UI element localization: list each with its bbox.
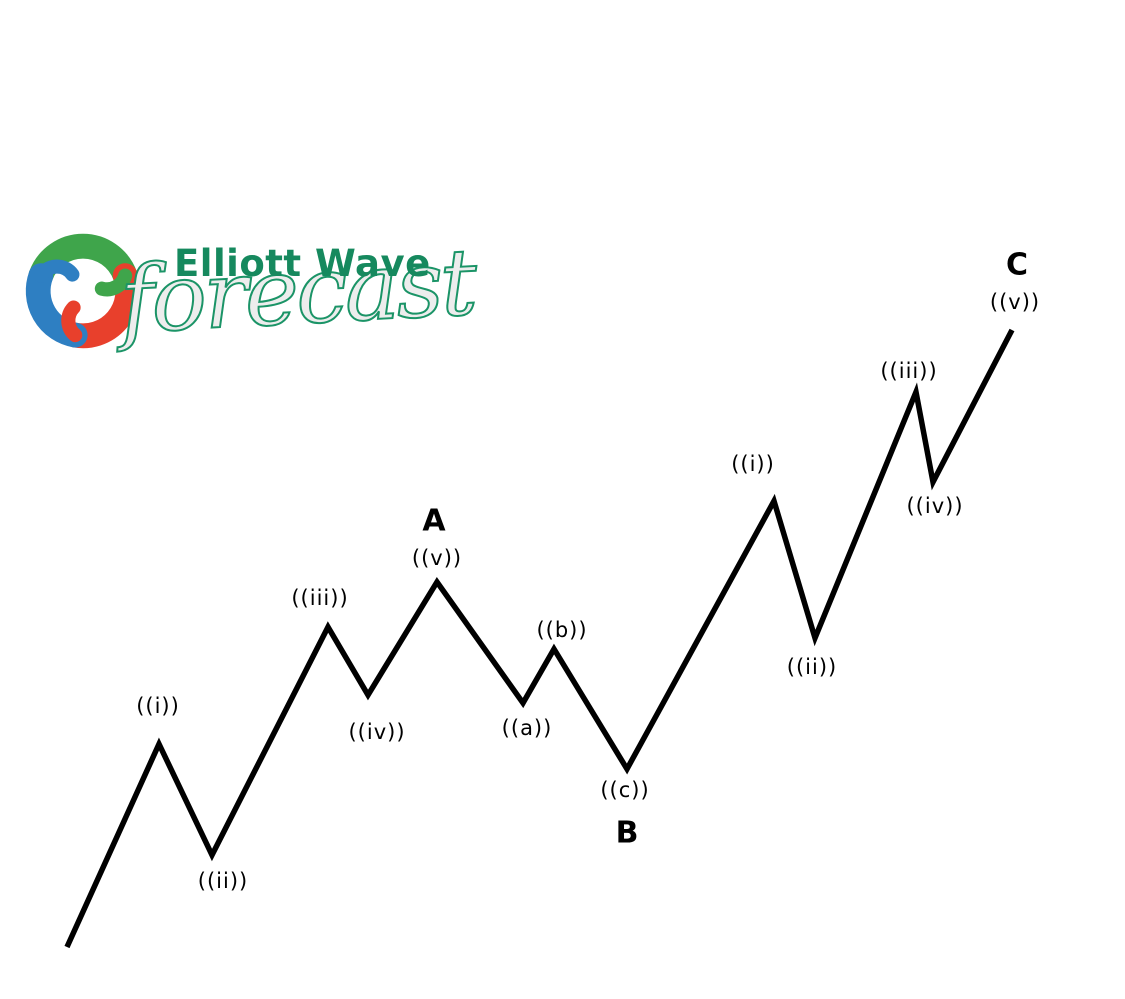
wave-polyline: [64, 328, 1015, 949]
logo: forecast Elliott Wave: [24, 226, 478, 366]
logo-title-text: Elliott Wave: [174, 242, 431, 285]
swirl-logo-icon: [25, 233, 141, 349]
